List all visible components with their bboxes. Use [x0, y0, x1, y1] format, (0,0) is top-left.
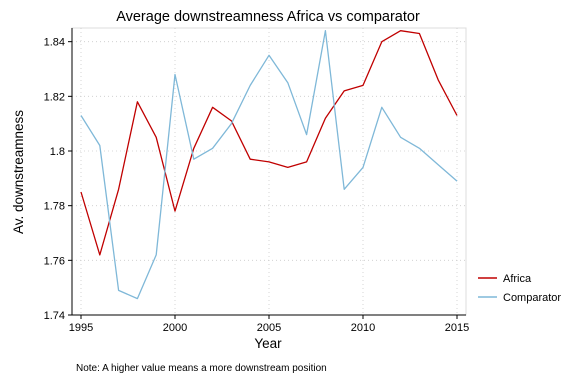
y-axis: 1.74 1.76 1.78 1.8 1.82 1.84 [44, 28, 73, 322]
chart-title: Average downstreamness Africa vs compara… [116, 9, 420, 25]
x-tick-label: 1995 [69, 322, 93, 334]
y-tick-label: 1.76 [44, 255, 65, 267]
x-axis: 1995 2000 2005 2010 2015 [69, 314, 469, 334]
series-line-africa [80, 30, 458, 256]
x-tick-label: 2000 [163, 322, 187, 334]
plot-frame [71, 27, 467, 316]
legend-label-africa: Africa [503, 273, 532, 285]
y-axis-title: Av. downstreamness [11, 110, 26, 234]
series-lines [80, 30, 458, 300]
series-line-comparator [80, 30, 458, 300]
y-tick-label: 1.8 [50, 146, 65, 158]
x-tick-label: 2005 [257, 322, 281, 334]
y-tick-label: 1.78 [44, 201, 65, 213]
x-tick-label: 2010 [351, 322, 375, 334]
legend: Africa Comparator [478, 273, 561, 304]
x-axis-title: Year [254, 336, 282, 351]
footnote: Note: A higher value means a more downst… [76, 363, 327, 374]
x-tick-label: 2015 [445, 322, 469, 334]
gridlines [72, 28, 466, 316]
y-tick-label: 1.82 [44, 91, 65, 103]
y-tick-label: 1.74 [44, 310, 65, 322]
legend-label-comparator: Comparator [503, 292, 561, 304]
y-tick-label: 1.84 [44, 37, 65, 49]
